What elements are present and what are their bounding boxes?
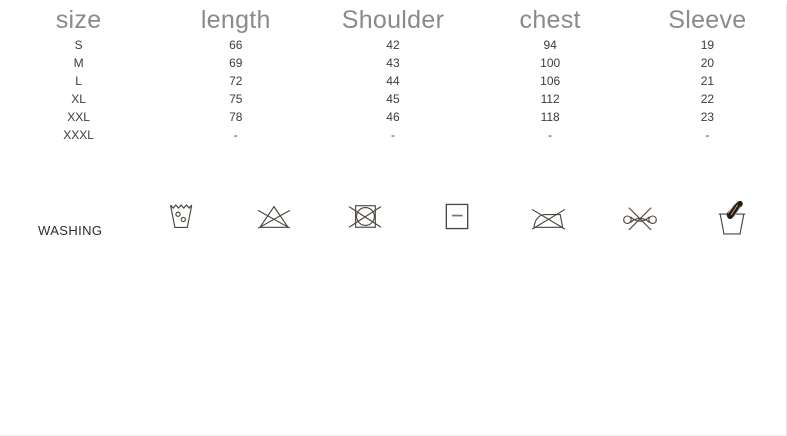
size-cell: L: [75, 74, 82, 88]
size-chart-table: size length Shoulder chest Sleeve S 66 4…: [0, 4, 786, 144]
sleeve-cell: 23: [700, 110, 715, 124]
hand-wash-icon: [686, 194, 778, 238]
sleeve-cell: -: [705, 128, 710, 142]
shoulder-cell: 42: [386, 38, 400, 52]
size-cell: S: [74, 38, 83, 52]
column-header-chest: chest: [519, 5, 581, 34]
size-cell: XXXL: [63, 128, 94, 142]
shoulder-cell: 45: [386, 92, 400, 106]
shoulder-cell: -: [390, 128, 395, 142]
header-row: size length Shoulder chest Sleeve: [0, 4, 786, 36]
chest-cell: 118: [540, 110, 560, 124]
shoulder-cell: 43: [386, 56, 400, 70]
shoulder-cell: 44: [386, 74, 400, 88]
sleeve-cell: 19: [700, 38, 715, 52]
dry-flat-icon: [411, 202, 503, 231]
do-not-wring-icon: [595, 202, 687, 230]
length-cell: 69: [229, 56, 243, 70]
column-header-sleeve: Sleeve: [668, 5, 747, 34]
wash-tub-icon: [136, 200, 228, 232]
column-header-size: size: [55, 5, 102, 34]
table-row: XXL 78 46 118 23: [0, 108, 786, 126]
size-cell: XL: [71, 92, 86, 106]
table-row: XXXL - - - -: [0, 126, 786, 144]
length-cell: 66: [229, 38, 243, 52]
length-cell: 75: [229, 92, 243, 106]
chest-cell: 106: [540, 74, 561, 88]
sleeve-cell: 21: [700, 74, 715, 88]
table-row: S 66 42 94 19: [0, 36, 786, 54]
size-cell: M: [73, 56, 84, 70]
table-row: XL 75 45 112 22: [0, 90, 786, 108]
length-cell: 72: [229, 74, 243, 88]
sleeve-cell: 20: [700, 56, 715, 70]
sleeve-cell: 22: [700, 92, 715, 106]
table-row: L 72 44 106 21: [0, 72, 786, 90]
do-not-bleach-icon: [228, 201, 320, 231]
washing-label: WASHING: [38, 222, 103, 238]
do-not-iron-icon: [503, 201, 595, 231]
chest-cell: -: [548, 128, 553, 142]
chest-cell: 94: [543, 38, 557, 52]
shoulder-cell: 46: [386, 110, 400, 124]
column-header-shoulder: Shoulder: [341, 5, 445, 34]
length-cell: 78: [229, 110, 243, 124]
chest-cell: 100: [540, 56, 561, 70]
do-not-tumble-dry-icon: [319, 201, 411, 231]
column-header-length: length: [200, 5, 271, 34]
chest-cell: 112: [540, 92, 560, 106]
table-row: M 69 43 100 20: [0, 54, 786, 72]
length-cell: -: [233, 128, 238, 142]
washing-care-row: WASHING: [0, 194, 786, 238]
size-cell: XXL: [67, 110, 90, 124]
